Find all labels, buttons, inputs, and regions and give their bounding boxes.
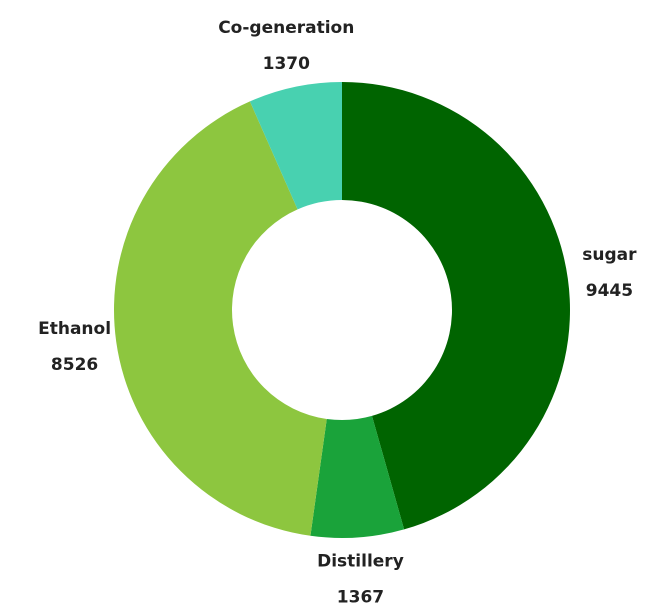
value-label: 1370 (263, 54, 310, 74)
slice-label: Distillery (317, 551, 404, 571)
value-label: 8526 (51, 355, 98, 375)
donut-slice (342, 82, 570, 530)
donut-slice (310, 415, 405, 538)
donut-slice (249, 82, 342, 210)
slice-label: Ethanol (38, 319, 111, 339)
slice-label: sugar (582, 245, 637, 265)
slice-label: Co-generation (218, 18, 354, 38)
value-label: 1367 (337, 587, 384, 607)
donut-slice (113, 101, 327, 536)
value-label: 9445 (586, 281, 633, 301)
